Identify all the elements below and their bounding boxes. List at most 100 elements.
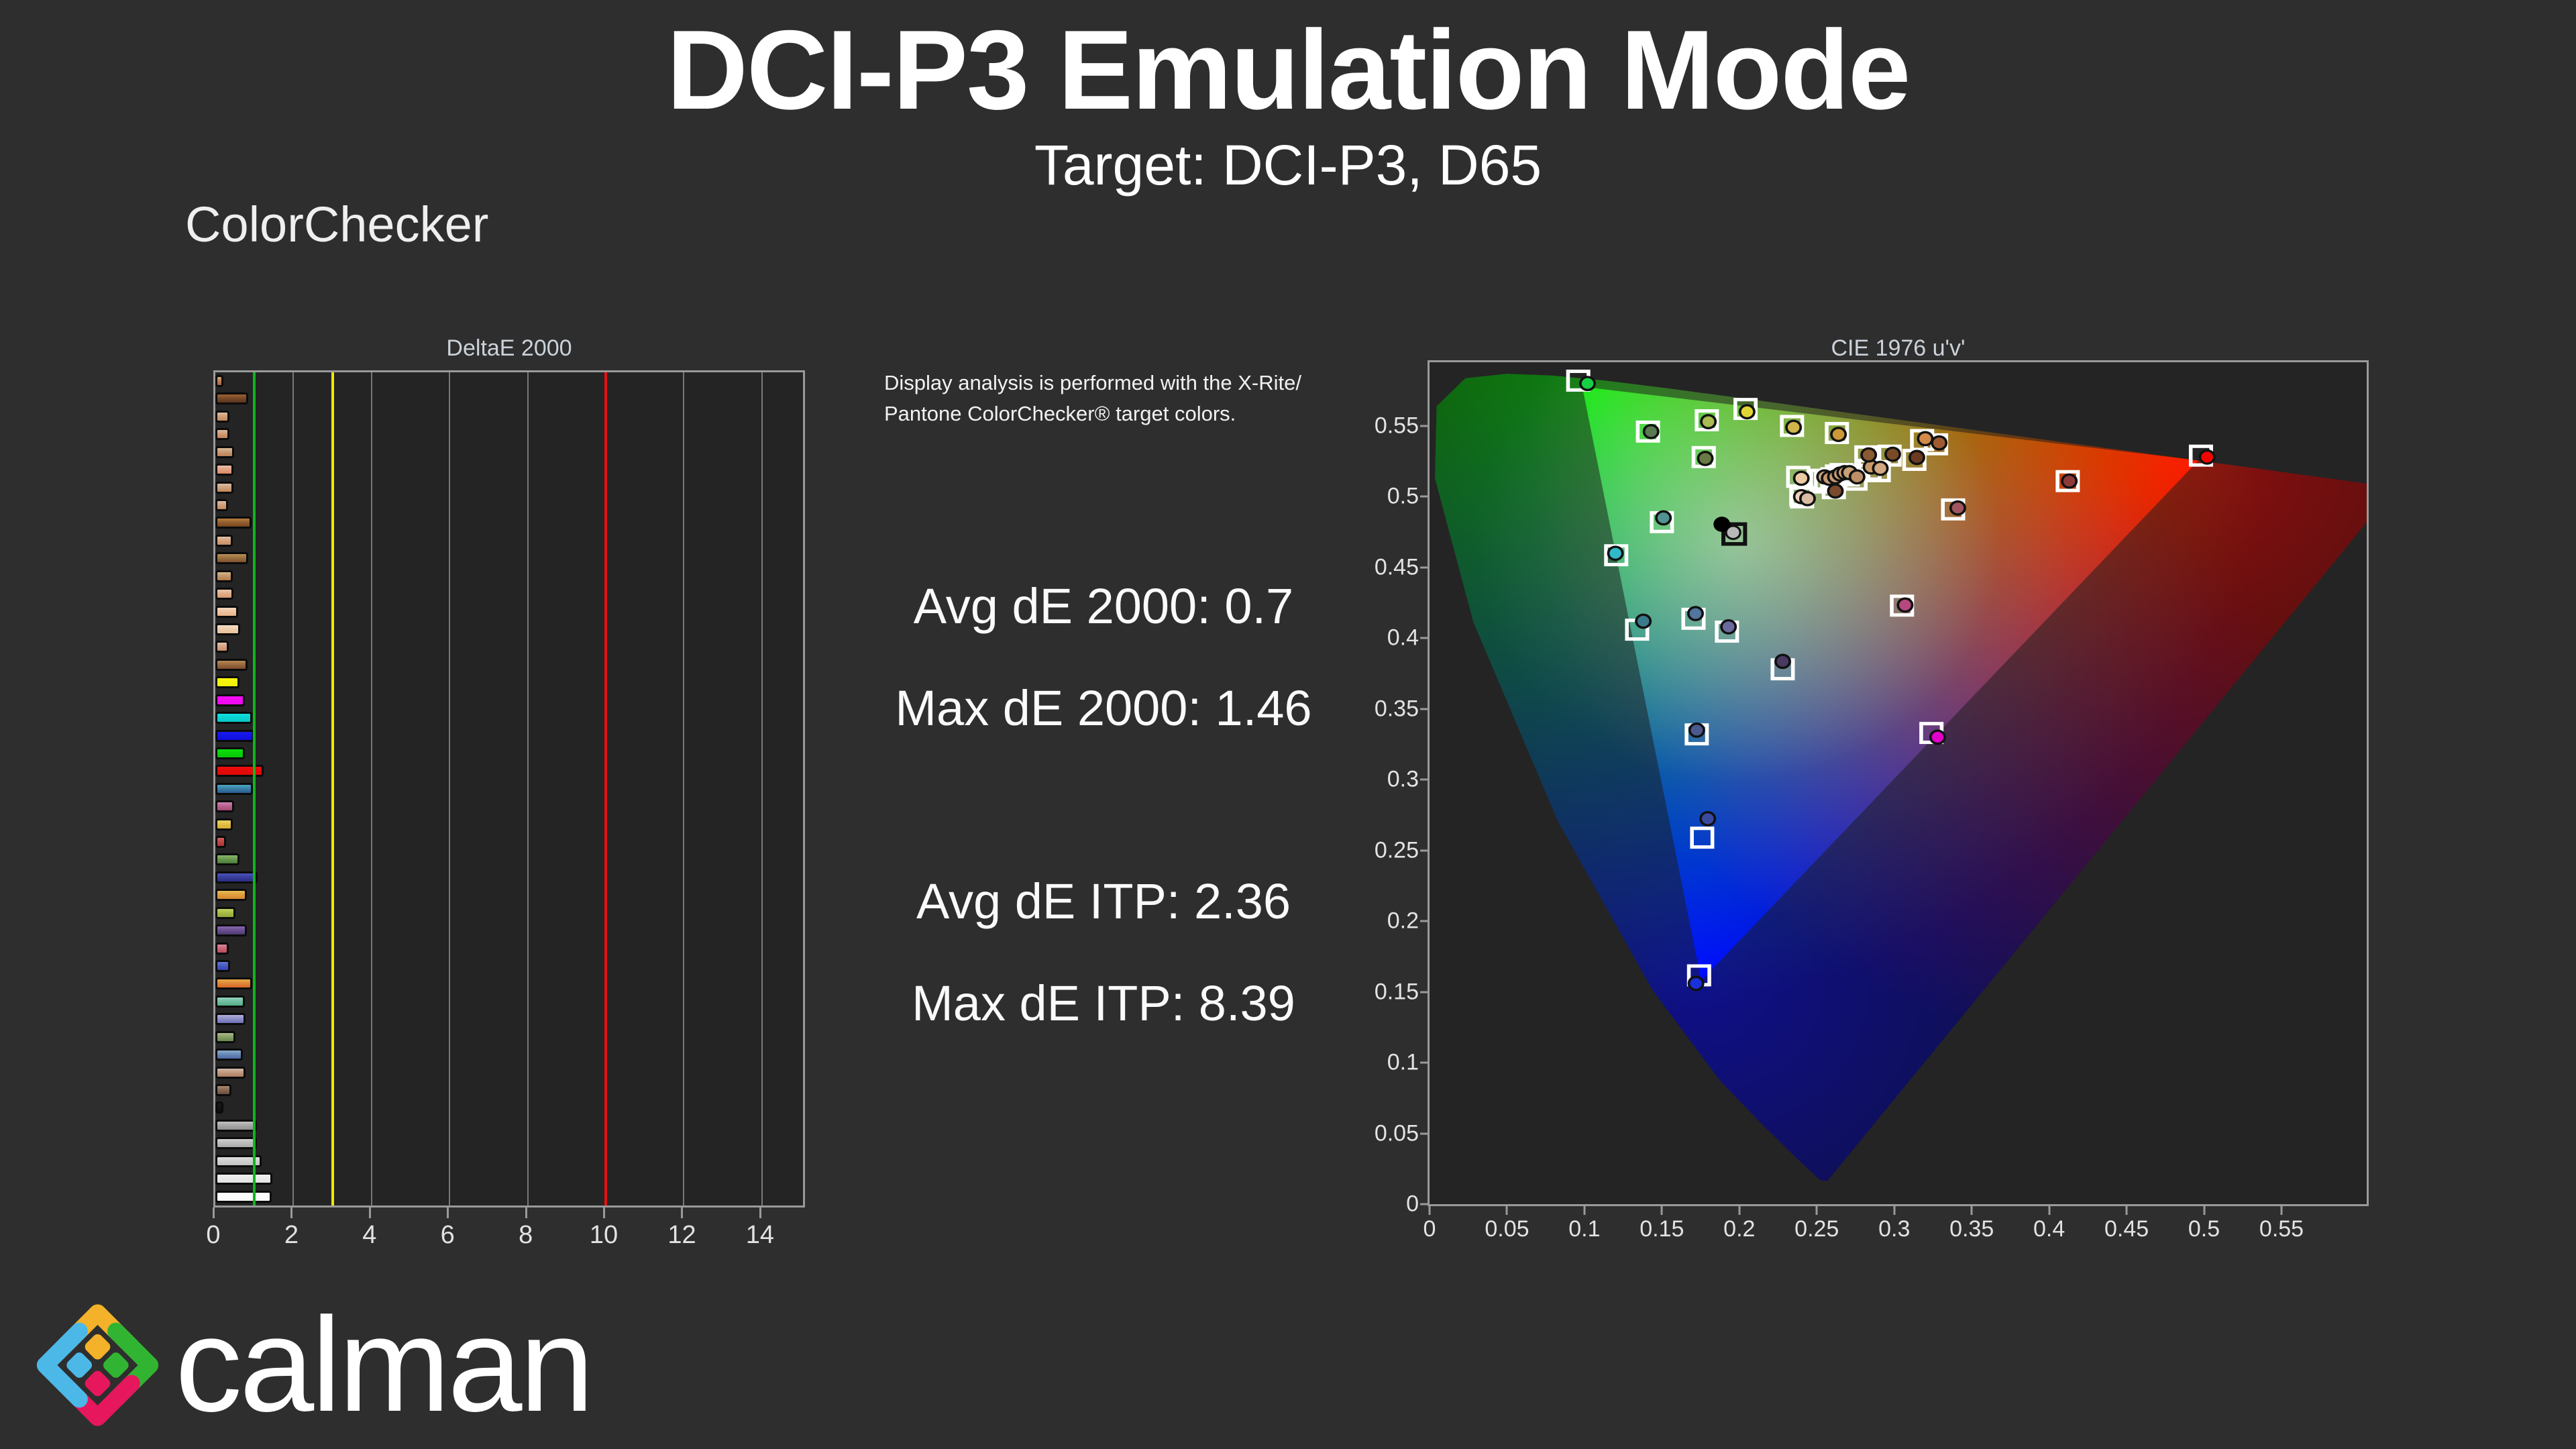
measured-dot-34 [1860, 447, 1878, 463]
cie-x-label-0.2: 0.2 [1723, 1216, 1756, 1242]
cie-x-label-0.5: 0.5 [2188, 1216, 2220, 1242]
de2000-bar-patch-43 [215, 1119, 257, 1132]
de2000-bar-patch-19 [215, 694, 245, 706]
de2000-bar-patch-44 [215, 1137, 257, 1150]
measured-dot-8 [1655, 510, 1672, 526]
cie-x-label-0.55: 0.55 [2259, 1216, 2304, 1242]
x-tick-label-0: 0 [206, 1221, 221, 1249]
de2000-bar-patch-33 [215, 942, 229, 955]
cie-y-tick-0.25 [1420, 849, 1430, 852]
max-de2000-value: Max dE 2000: 1.46 [895, 680, 1312, 736]
de2000-bar-patch-23 [215, 765, 264, 777]
de2000-bar-patch-9 [215, 517, 252, 529]
measured-dot-6 [1830, 427, 1847, 442]
cie-chart-title: CIE 1976 u'v' [1831, 335, 1966, 361]
reference-line-1 [253, 372, 256, 1205]
x-tick-2 [290, 1208, 293, 1218]
cie-x-tick-0.05 [1505, 1204, 1508, 1215]
measured-dot-4 [1642, 423, 1660, 439]
de2000-bar-patch-1 [215, 375, 223, 387]
cie-y-label-0.25: 0.25 [1374, 837, 1419, 863]
de2000-bar-patch-46 [215, 1173, 272, 1185]
reference-line-3 [331, 372, 334, 1205]
de2000-bar-patch-16 [215, 641, 229, 653]
cie-x-tick-0.45 [2125, 1204, 2128, 1215]
x-tick-14 [759, 1208, 761, 1218]
target-square-6 [1825, 422, 1849, 444]
measured-dot-39 [1908, 449, 1925, 466]
target-square-3 [1695, 409, 1719, 431]
cie-y-tick-0.4 [1420, 637, 1430, 639]
de2000-metrics: Avg dE 2000: 0.7 Max dE 2000: 1.46 [835, 555, 1372, 759]
de2000-bar-patch-27 [215, 836, 227, 849]
measured-dot-13 [1774, 653, 1791, 669]
de2000-bar-chart [213, 370, 805, 1208]
cie-1976-diagram: 0 0.05 0.1 0.15 0.2 0.25 0.3 0.35 0.4 0.45 0.5 0.55… [1375, 360, 2369, 1242]
cie-gamut-svg [1435, 369, 2367, 1181]
out-of-gamut-dim-overlay [1435, 374, 2367, 1181]
cie-x-label-0.05: 0.05 [1485, 1216, 1529, 1242]
de2000-bar-patch-34 [215, 960, 231, 973]
measured-dot-12 [1720, 619, 1737, 635]
de2000-bar-patch-10 [215, 534, 233, 547]
x-tick-10 [603, 1208, 606, 1218]
avg-de2000-value: Avg dE 2000: 0.7 [913, 578, 1294, 634]
de2000-bar-patch-42 [215, 1102, 223, 1114]
de2000-bar-patch-21 [215, 729, 254, 742]
analysis-note: Display analysis is performed with the X… [884, 368, 1394, 429]
measured-dot-18 [1929, 729, 1946, 745]
measured-dot-19 [2198, 449, 2216, 465]
measured-dot-11 [1635, 613, 1652, 629]
x-tick-label-14: 14 [745, 1221, 775, 1249]
de2000-bar-patch-41 [215, 1084, 232, 1097]
de2000-bar-patch-47 [215, 1190, 272, 1203]
white-point-target-dot [1725, 525, 1741, 540]
de2000-bar-patch-5 [215, 445, 234, 458]
de2000-bar-patch-17 [215, 658, 248, 671]
cie-x-label-0.1: 0.1 [1568, 1216, 1601, 1242]
cie-x-label-0.45: 0.45 [2104, 1216, 2149, 1242]
measured-dot-2 [1738, 404, 1756, 420]
measured-dot-36 [1872, 460, 1889, 476]
cie-y-tick-0.35 [1420, 708, 1430, 710]
cie-y-label-0.4: 0.4 [1387, 625, 1419, 651]
section-label-colorchecker: ColorChecker [185, 197, 489, 252]
gridline-12 [683, 372, 685, 1205]
measured-dot-3 [1700, 414, 1717, 429]
de2000-bar-patch-18 [215, 676, 240, 689]
de2000-bar-patch-24 [215, 782, 254, 795]
de2000-bar-patch-30 [215, 889, 247, 902]
cie-y-label-0.2: 0.2 [1387, 908, 1419, 934]
cie-y-tick-0.15 [1420, 991, 1430, 994]
cie-x-tick-0.3 [1893, 1204, 1896, 1215]
measured-dot-7 [1697, 451, 1714, 466]
cie-x-tick-0.25 [1815, 1204, 1818, 1215]
measured-dot-32 [1827, 483, 1844, 499]
cie-x-label-0.25: 0.25 [1794, 1216, 1839, 1242]
gridline-8 [527, 372, 529, 1205]
x-tick-label-6: 6 [440, 1221, 455, 1249]
measured-dot-10 [1687, 606, 1704, 621]
white-point-target-square [1721, 522, 1748, 546]
cie-y-tick-0.55 [1420, 425, 1430, 427]
de2000-bar-patch-32 [215, 924, 247, 937]
cie-y-label-0.05: 0.05 [1374, 1120, 1419, 1146]
de2000-bar-patch-14 [215, 605, 239, 618]
x-tick-label-12: 12 [667, 1221, 696, 1249]
de2000-bar-patch-20 [215, 712, 253, 724]
cie-y-tick-0 [1420, 1203, 1430, 1205]
measured-dot-38 [1931, 435, 1948, 451]
measured-dot-35 [1884, 446, 1901, 462]
page-subtitle: Target: DCI-P3, D65 [1034, 133, 1542, 197]
measured-dot-1 [1579, 376, 1596, 392]
gridline-6 [449, 372, 451, 1205]
cie-y-tick-0.05 [1420, 1132, 1430, 1135]
cie-x-tick-0.2 [1738, 1204, 1741, 1215]
cie-y-label-0.1: 0.1 [1387, 1049, 1419, 1075]
de2000-bar-patch-40 [215, 1066, 246, 1079]
de2000-bar-patch-4 [215, 428, 229, 441]
measured-dot-37 [1917, 431, 1934, 447]
white-point-measured-dot [1713, 517, 1731, 532]
cie-y-label-0.15: 0.15 [1374, 979, 1419, 1005]
cie-y-label-0.5: 0.5 [1387, 483, 1419, 509]
